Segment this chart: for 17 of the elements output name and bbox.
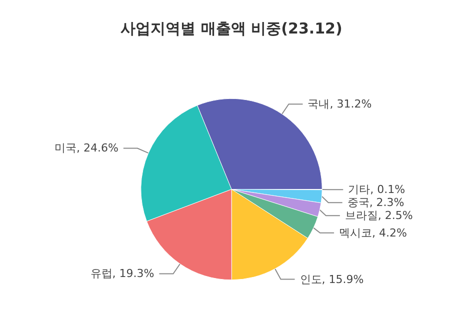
- data-label: , 4.2%: [372, 226, 407, 240]
- data-label: , 31.2%: [330, 98, 372, 111]
- data-label: , 2.5%: [378, 209, 413, 222]
- slice-label: 미국: [54, 142, 76, 155]
- slice-label: 브라질: [344, 209, 378, 222]
- slice-label: 유럽: [90, 267, 112, 280]
- chart-title: 사업지역별 매출액 비중(23.12): [120, 20, 342, 38]
- slice-label: 멕시코: [339, 226, 372, 240]
- slice-label: 인도: [300, 272, 322, 286]
- slice-label: 중국: [347, 196, 370, 210]
- data-label: , 15.9%: [322, 272, 364, 286]
- slice-label: 국내: [308, 98, 330, 111]
- data-label: , 24.6%: [76, 142, 118, 155]
- data-label: , 2.3%: [369, 196, 404, 210]
- slice-label: 기타: [348, 183, 370, 196]
- data-label: , 19.3%: [112, 267, 154, 280]
- data-label: , 0.1%: [370, 183, 406, 196]
